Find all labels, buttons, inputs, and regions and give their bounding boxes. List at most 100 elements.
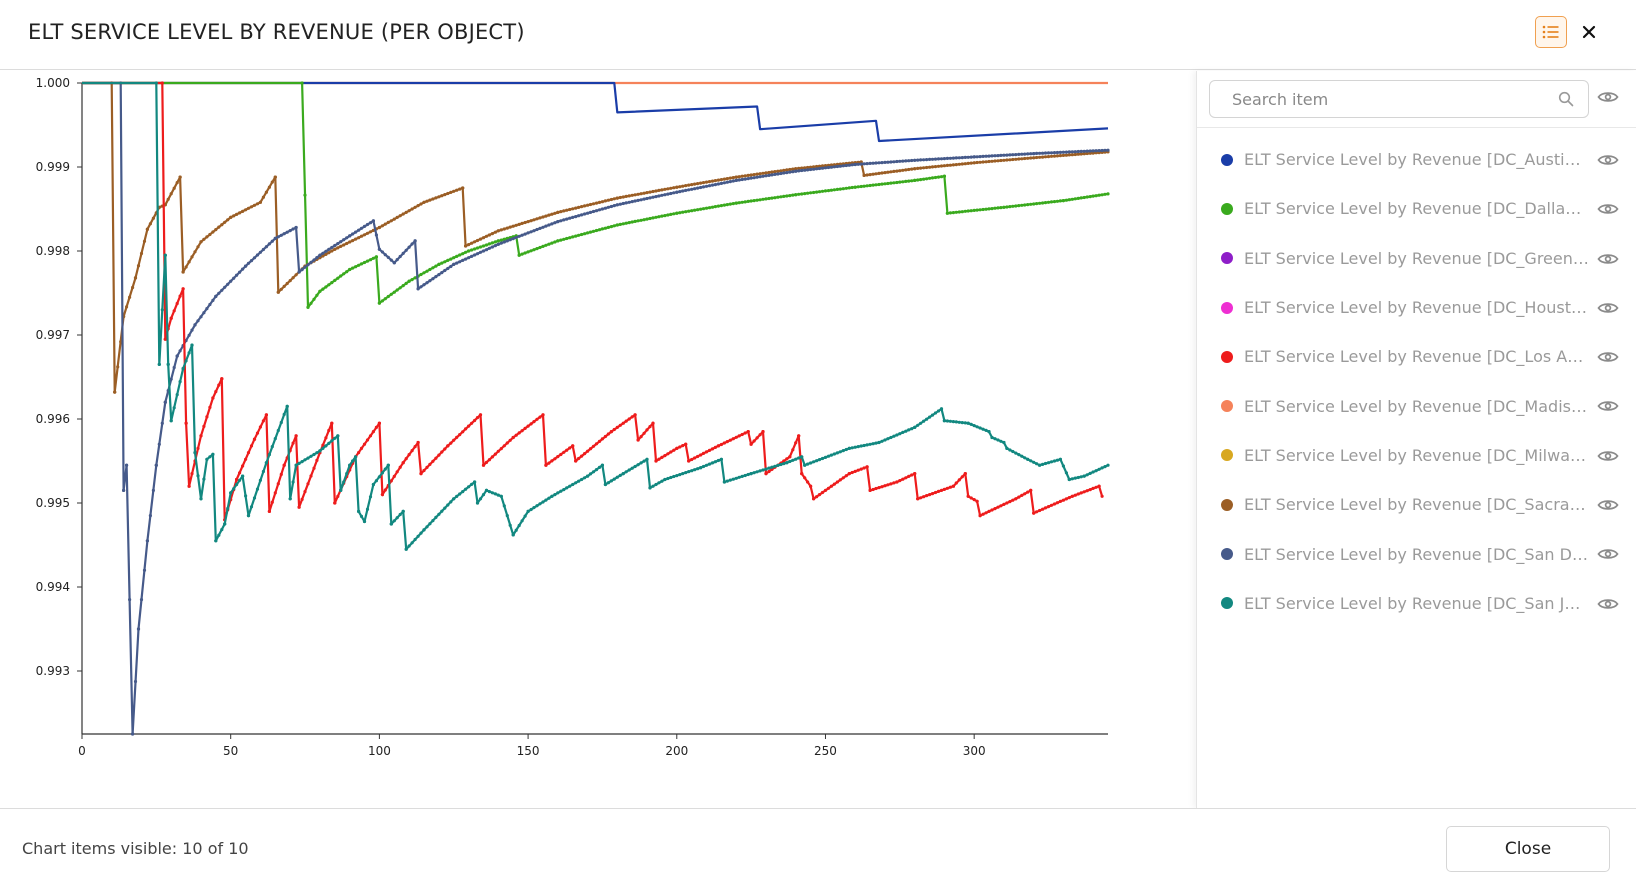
data-point [365, 507, 370, 511]
visibility-toggle-button[interactable] [1597, 152, 1619, 171]
data-point [1029, 156, 1033, 160]
data-point [1058, 499, 1062, 503]
data-point [930, 413, 935, 417]
data-point [392, 519, 396, 523]
series-line[interactable] [82, 81, 1104, 521]
visibility-toggle-button[interactable] [1597, 398, 1619, 417]
line-chart[interactable]: 0.9930.9940.9950.9960.9970.9980.9991.000… [0, 71, 1196, 808]
data-point [577, 233, 581, 237]
visibility-toggle-button[interactable] [1597, 201, 1619, 220]
visibility-toggle-button[interactable] [1597, 349, 1619, 368]
data-point [1094, 149, 1098, 153]
legend-item[interactable]: ELT Service Level by Revenue [DC_San Jos… [1197, 579, 1636, 628]
data-point [993, 159, 997, 163]
data-point [606, 198, 611, 202]
data-point [666, 187, 670, 191]
visibility-toggle-button[interactable] [1597, 300, 1619, 319]
visibility-toggle-button[interactable] [1597, 497, 1619, 516]
data-point [410, 541, 414, 545]
data-point [273, 175, 277, 179]
data-point [654, 189, 658, 193]
data-point [699, 181, 703, 185]
data-point [499, 228, 503, 232]
data-point [767, 173, 771, 177]
legend-toggle-button[interactable] [1535, 16, 1567, 48]
data-point [1106, 192, 1110, 196]
data-point [505, 226, 509, 230]
legend-item[interactable]: ELT Service Level by Revenue [DC_Milwau.… [1197, 431, 1636, 480]
data-point [389, 219, 393, 223]
legend-item[interactable]: ELT Service Level by Revenue [DC_Madiso.… [1197, 381, 1636, 430]
visibility-toggle-button[interactable] [1597, 546, 1619, 565]
visibility-toggle-button[interactable] [1597, 448, 1619, 467]
data-point [740, 200, 744, 204]
legend-item[interactable]: ELT Service Level by Revenue [DC_Los Ang… [1197, 332, 1636, 381]
data-point [788, 459, 792, 464]
legend-item[interactable]: ELT Service Level by Revenue [DC_Sacram.… [1197, 480, 1636, 529]
data-point [324, 436, 328, 440]
data-point [490, 491, 494, 495]
data-point [1103, 192, 1107, 196]
visibility-toggle-button[interactable] [1597, 251, 1619, 270]
data-point [907, 179, 911, 183]
data-point [767, 466, 771, 470]
data-point [446, 258, 450, 262]
data-point [1082, 195, 1086, 200]
data-point [484, 488, 489, 492]
legend-item[interactable]: ELT Service Level by Revenue [DC_Green B… [1197, 234, 1636, 283]
legend-item[interactable]: ELT Service Level by Revenue [DC_Dallas,… [1197, 184, 1636, 233]
data-point [957, 156, 961, 160]
toggle-all-visibility-button[interactable] [1597, 89, 1619, 108]
data-point [1014, 451, 1018, 455]
search-input[interactable] [1210, 81, 1530, 117]
data-point [568, 207, 572, 212]
data-point [526, 250, 530, 254]
data-point [1026, 203, 1030, 207]
legend-item[interactable]: ELT Service Level by Revenue [DC_Housto.… [1197, 283, 1636, 332]
data-point [172, 406, 176, 410]
series-line[interactable] [82, 81, 1109, 551]
data-point [746, 472, 750, 477]
data-point [217, 225, 221, 229]
legend-item[interactable]: ELT Service Level by Revenue [DC_San Die… [1197, 529, 1636, 578]
data-point [928, 157, 932, 161]
legend-item[interactable]: ELT Service Level by Revenue [DC_Austin,… [1197, 135, 1636, 184]
data-point [660, 455, 664, 459]
chart-area[interactable]: 0.993 0.994 0.995 0.996 0.997 0.998 0.999 1.000… [0, 71, 1196, 808]
data-point [517, 253, 521, 257]
visibility-toggle-button[interactable] [1597, 596, 1619, 615]
data-point [217, 383, 221, 387]
data-point [258, 250, 262, 254]
data-point [642, 218, 646, 222]
data-point [639, 198, 643, 202]
series-line[interactable] [82, 81, 1109, 394]
data-point [710, 461, 715, 465]
data-point [1073, 493, 1077, 497]
data-point [1029, 488, 1033, 492]
data-point [633, 413, 637, 417]
data-point [586, 203, 590, 207]
data-point [523, 220, 527, 225]
data-point [282, 232, 286, 236]
data-point [443, 506, 447, 510]
data-point [559, 219, 563, 223]
data-point [377, 475, 381, 479]
data-point [948, 156, 953, 160]
data-point [627, 417, 631, 421]
data-point [963, 421, 967, 425]
series-line[interactable] [82, 81, 1109, 143]
data-point [571, 235, 575, 239]
data-point [1011, 449, 1015, 454]
close-button[interactable]: Close [1446, 826, 1610, 872]
data-point [823, 166, 828, 170]
series-line[interactable] [82, 81, 1109, 309]
data-point [345, 270, 349, 274]
data-point [776, 195, 780, 199]
series-line[interactable] [82, 81, 1109, 736]
data-point [817, 458, 822, 462]
data-point [666, 476, 670, 481]
data-point [1088, 151, 1092, 155]
close-dialog-button[interactable] [1574, 16, 1604, 48]
data-point [925, 417, 929, 421]
data-point [562, 237, 566, 241]
